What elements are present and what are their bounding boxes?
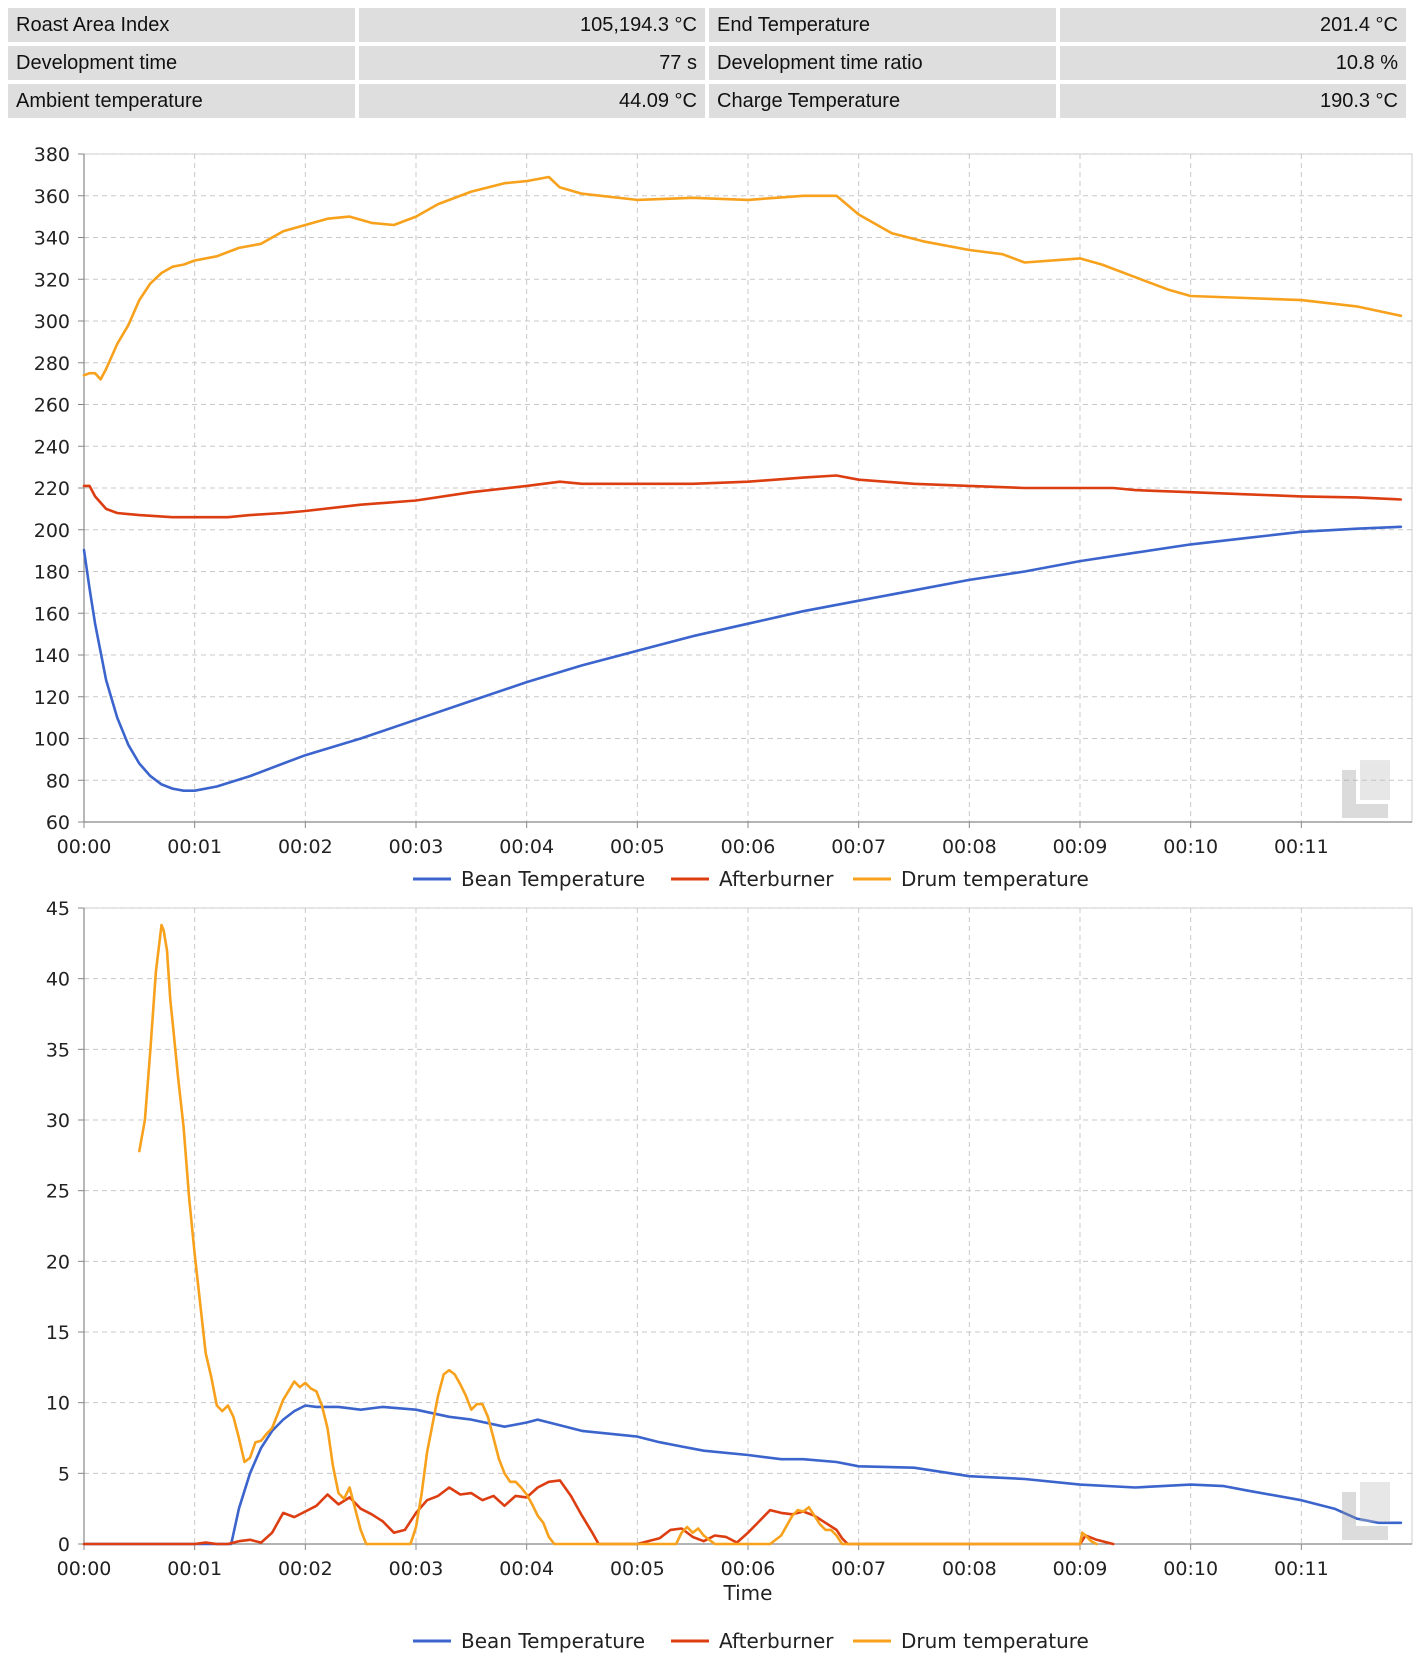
x-tick-label: 00:05 [610, 836, 665, 858]
chart-2: 0 5 10 15 20 25 30 35 40 45 00:00 00:01 00:02 00:03 00… [46, 898, 1413, 1653]
y-tick-label: 320 [34, 269, 70, 291]
x-tick-label: 00:00 [57, 836, 112, 858]
series-line-bean-temperature [82, 1404, 1403, 1546]
y-tick-label: 45 [46, 898, 70, 920]
chart-1: 60 80 100 120 140 160 180 200 220 240 260 280 300 320… [34, 144, 1413, 891]
x-tick-label: 00:09 [1053, 836, 1108, 858]
y-tick-label: 240 [34, 436, 70, 458]
x-tick-label: 00:10 [1163, 836, 1218, 858]
x-tick-label: 00:02 [278, 836, 333, 858]
x-tick-label: 00:00 [57, 1558, 112, 1580]
legend-label: Bean Temperature [461, 1629, 645, 1653]
y-tick-label: 380 [34, 144, 70, 166]
stat-label-ambient-temperature: Ambient temperature [8, 84, 355, 118]
x-tick-label: 00:05 [610, 1558, 665, 1580]
y-tick-label: 0 [58, 1534, 70, 1556]
y-tick-label: 20 [46, 1251, 70, 1273]
stat-value-development-time: 77 s [358, 46, 705, 80]
stat-value-end-temperature: 201.4 °C [1059, 8, 1406, 42]
legend-item: Afterburner [671, 1629, 834, 1653]
series-line-bean-temperature [82, 525, 1403, 793]
x-tick-label: 00:03 [389, 836, 444, 858]
series-line-drum-temperature [138, 923, 1098, 1546]
x-tick-label: 00:07 [831, 836, 886, 858]
y-tick-label: 60 [46, 812, 70, 834]
x-tick-label: 00:03 [389, 1558, 444, 1580]
legend-label: Afterburner [719, 867, 834, 891]
x-tick-label: 00:01 [167, 1558, 222, 1580]
y-tick-label: 360 [34, 186, 70, 208]
legend-label: Drum temperature [901, 867, 1089, 891]
legend-label: Bean Temperature [461, 867, 645, 891]
legend-label: Afterburner [719, 1629, 834, 1653]
stat-label-end-temperature: End Temperature [709, 8, 1056, 42]
legend-item: Afterburner [671, 867, 834, 891]
watermark-logo-icon [1342, 760, 1390, 818]
y-tick-label: 340 [34, 228, 70, 250]
x-tick-label: 00:01 [167, 836, 222, 858]
stat-label-development-time: Development time [8, 46, 355, 80]
y-tick-label: 25 [46, 1181, 70, 1203]
y-tick-label: 5 [58, 1463, 70, 1485]
stat-value-ambient-temperature: 44.09 °C [358, 84, 705, 118]
stat-label-development-time-ratio: Development time ratio [709, 46, 1056, 80]
y-tick-label: 180 [34, 562, 70, 584]
x-tick-label: 00:08 [942, 1558, 997, 1580]
y-tick-label: 35 [46, 1039, 70, 1061]
legend-item: Drum temperature [853, 867, 1089, 891]
y-tick-label: 200 [34, 520, 70, 542]
y-tick-label: 120 [34, 687, 70, 709]
y-tick-label: 220 [34, 478, 70, 500]
x-tick-label: 00:09 [1053, 1558, 1108, 1580]
x-tick-label: 00:04 [499, 836, 554, 858]
y-tick-label: 15 [46, 1322, 70, 1344]
series-line-afterburner [82, 474, 1403, 519]
x-tick-label: 00:04 [499, 1558, 554, 1580]
series-line-drum-temperature [82, 175, 1403, 381]
y-tick-label: 40 [46, 969, 70, 991]
stat-value-charge-temperature: 190.3 °C [1059, 84, 1406, 118]
y-tick-label: 30 [46, 1110, 70, 1132]
y-tick-label: 140 [34, 645, 70, 667]
stat-label-charge-temperature: Charge Temperature [709, 84, 1056, 118]
stat-label-roast-area-index: Roast Area Index [8, 8, 355, 42]
stat-value-development-time-ratio: 10.8 % [1059, 46, 1406, 80]
legend-item: Bean Temperature [413, 867, 645, 891]
y-tick-label: 260 [34, 395, 70, 417]
x-tick-label: 00:06 [721, 1558, 776, 1580]
y-tick-label: 10 [46, 1393, 70, 1415]
logo-shape-icon [1342, 1492, 1388, 1540]
x-tick-label: 00:10 [1163, 1558, 1218, 1580]
logo-shape-icon [1360, 1482, 1390, 1522]
legend-label: Drum temperature [901, 1629, 1089, 1653]
legend-item: Drum temperature [853, 1629, 1089, 1653]
x-tick-label: 00:06 [721, 836, 776, 858]
y-tick-label: 300 [34, 311, 70, 333]
x-tick-label: 00:11 [1274, 836, 1329, 858]
y-tick-label: 80 [46, 770, 70, 792]
y-tick-label: 160 [34, 603, 70, 625]
roast-stats-panel: Roast Area Index 105,194.3 °C End Temper… [8, 8, 1414, 118]
logo-shape-icon [1342, 770, 1388, 818]
x-tick-label: 00:08 [942, 836, 997, 858]
series-line-afterburner [82, 1479, 1115, 1546]
x-tick-label: 00:11 [1274, 1558, 1329, 1580]
x-tick-label: 00:07 [831, 1558, 886, 1580]
legend-item: Bean Temperature [413, 1629, 645, 1653]
logo-shape-icon [1360, 760, 1390, 800]
x-axis-label: Time [723, 1581, 773, 1605]
x-tick-label: 00:02 [278, 1558, 333, 1580]
stat-value-roast-area-index: 105,194.3 °C [358, 8, 705, 42]
y-tick-label: 100 [34, 729, 70, 751]
watermark-logo-icon [1342, 1482, 1390, 1540]
y-tick-label: 280 [34, 353, 70, 375]
